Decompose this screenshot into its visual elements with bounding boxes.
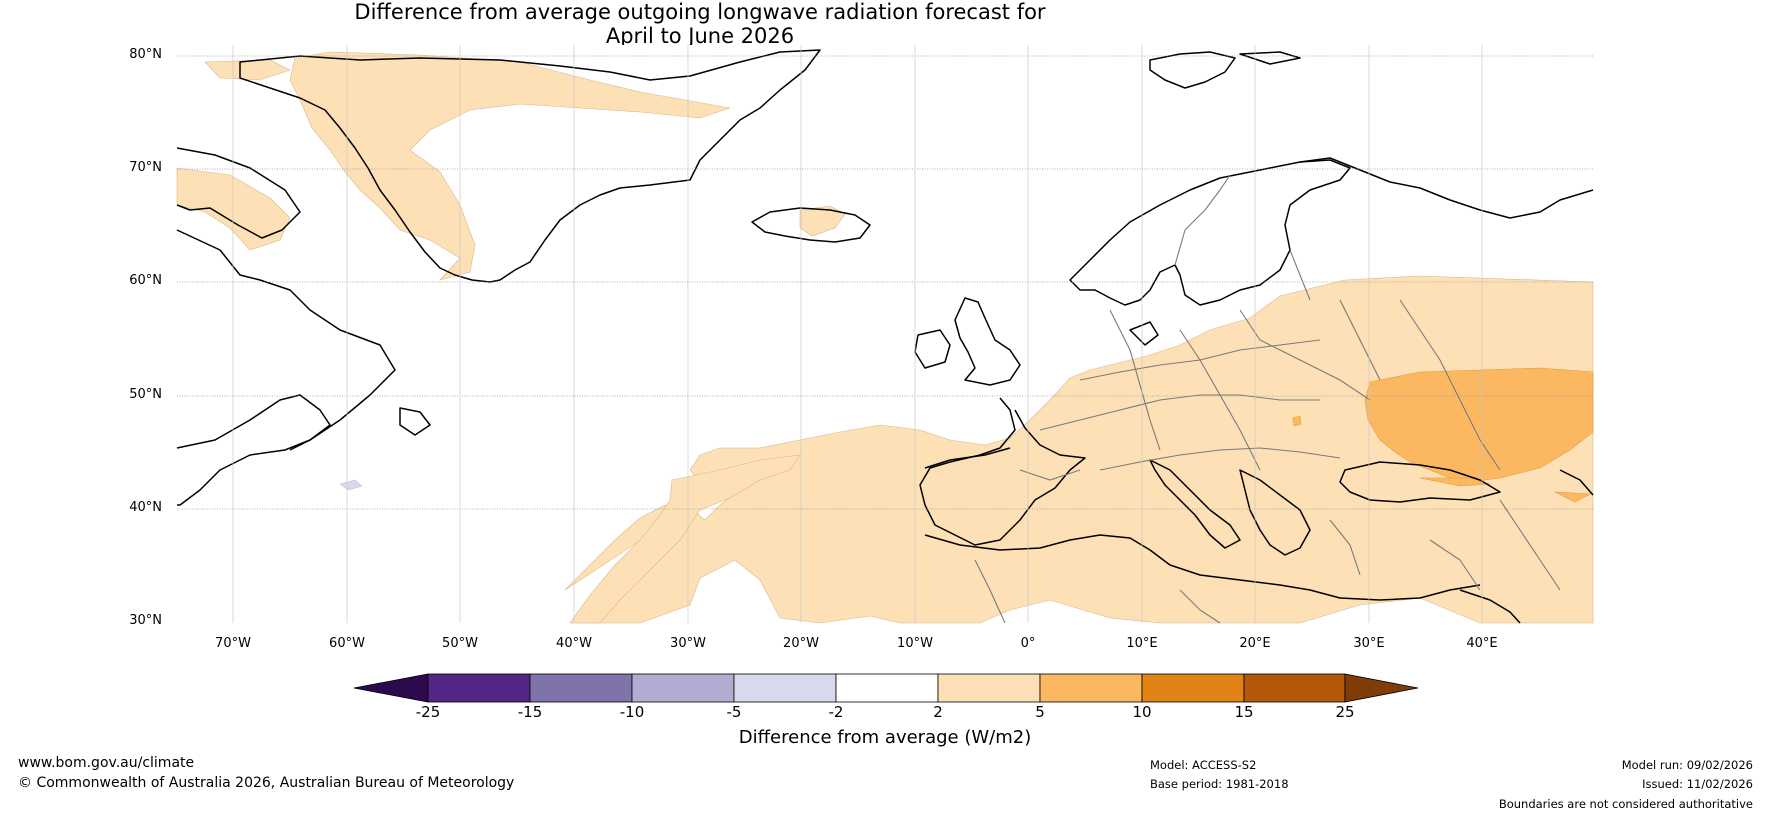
colorbar-segment bbox=[1141, 673, 1245, 703]
lon-label: 60°W bbox=[329, 636, 365, 651]
lon-label: 30°W bbox=[670, 636, 706, 651]
colorbar-segment bbox=[427, 673, 531, 703]
lat-label: 80°N bbox=[129, 47, 162, 62]
borders bbox=[974, 174, 1561, 624]
colorbar-segment bbox=[529, 673, 633, 703]
issued-text: Issued: 11/02/2026 bbox=[1642, 777, 1753, 791]
model-text: Model: ACCESS-S2 bbox=[1150, 758, 1257, 772]
colorbar-tick-label: -10 bbox=[619, 703, 645, 721]
colorbar-tick-label: 15 bbox=[1234, 703, 1254, 721]
lon-label: 50°W bbox=[442, 636, 478, 651]
colorbar-title: Difference from average (W/m2) bbox=[738, 727, 1032, 748]
anomaly-5-10-regions bbox=[1292, 367, 1594, 503]
colorbar-segment bbox=[1243, 673, 1346, 703]
anomaly-2-5-regions bbox=[176, 51, 1594, 624]
lon-label: 70°W bbox=[215, 636, 251, 651]
colorbar-segment bbox=[733, 673, 837, 703]
title-line-2: April to June 2026 bbox=[605, 24, 795, 48]
lat-label: 40°N bbox=[129, 500, 162, 515]
lon-label: 10°W bbox=[897, 636, 933, 651]
lon-label: 20°W bbox=[783, 636, 819, 651]
colorbar-segment bbox=[937, 673, 1041, 703]
website-link[interactable]: www.bom.gov.au/climate bbox=[18, 755, 195, 771]
lat-label: 50°N bbox=[129, 387, 162, 402]
colorbar-segment bbox=[1039, 673, 1143, 703]
model-run-text: Model run: 09/02/2026 bbox=[1621, 758, 1753, 772]
lon-label: 30°E bbox=[1353, 636, 1385, 651]
lon-label: 0° bbox=[1020, 636, 1036, 651]
colorbar-tick-label: -15 bbox=[517, 703, 543, 721]
lat-label: 60°N bbox=[129, 273, 162, 288]
colorbar-segment bbox=[631, 673, 735, 703]
lon-label: 40°E bbox=[1466, 636, 1498, 651]
title-line-1: Difference from average outgoing longwav… bbox=[354, 0, 1046, 24]
disclaimer-text: Boundaries are not considered authoritat… bbox=[1498, 797, 1753, 811]
colorbar-tick-label: 5 bbox=[1035, 703, 1045, 721]
colorbar-tick-label: -5 bbox=[726, 703, 742, 721]
base-period-text: Base period: 1981-2018 bbox=[1150, 777, 1289, 791]
colorbar-tick-label: 10 bbox=[1132, 703, 1152, 721]
lon-label: 10°E bbox=[1126, 636, 1158, 651]
colorbar-lower-extension bbox=[353, 673, 429, 703]
colorbar-tick-label: 2 bbox=[933, 703, 943, 721]
anomaly-negative-patch bbox=[339, 479, 363, 491]
colorbar-segment bbox=[835, 673, 939, 703]
colorbar-tick-label: -25 bbox=[415, 703, 441, 721]
chart-title: Difference from average outgoing longwav… bbox=[0, 0, 1400, 48]
copyright-text: © Commonwealth of Australia 2026, Austra… bbox=[18, 775, 515, 791]
colorbar-tick-label: -2 bbox=[828, 703, 844, 721]
colorbar bbox=[353, 673, 1419, 703]
coastlines bbox=[176, 49, 1594, 624]
lat-label: 30°N bbox=[129, 613, 162, 628]
lon-label: 40°W bbox=[556, 636, 592, 651]
colorbar-tick-label: 25 bbox=[1335, 703, 1355, 721]
lat-label: 70°N bbox=[129, 160, 162, 175]
gridlines bbox=[177, 45, 1593, 623]
colorbar-upper-extension bbox=[1344, 673, 1419, 703]
lon-label: 20°E bbox=[1239, 636, 1271, 651]
